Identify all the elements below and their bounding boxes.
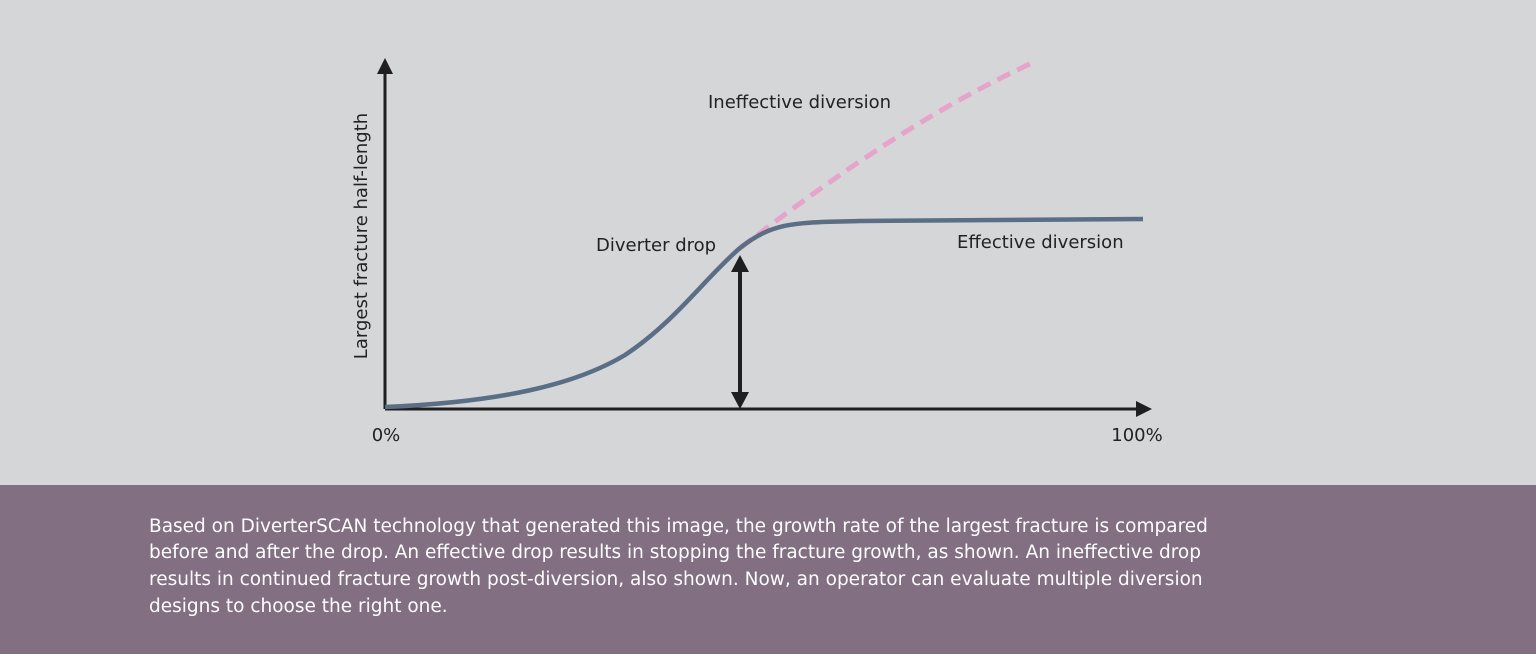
- caption: Based on DiverterSCAN technology that ge…: [149, 516, 1208, 617]
- caption-line: designs to choose the right one.: [149, 596, 448, 617]
- chart-background: [0, 0, 1536, 485]
- x-axis-arrow: [1136, 401, 1152, 417]
- annotation: Ineffective diversion: [708, 92, 891, 113]
- caption-band: [0, 485, 1536, 654]
- drop-arrow-head: [731, 392, 749, 409]
- y-axis-label: Largest fracture half-length: [351, 113, 372, 359]
- caption-line: results in continued fracture growth pos…: [149, 569, 1203, 590]
- caption-line: Based on DiverterSCAN technology that ge…: [149, 516, 1208, 537]
- caption-line: before and after the drop. An effective …: [149, 542, 1201, 563]
- effective-curve: [384, 216, 1144, 410]
- x-end-label: 100%: [1111, 425, 1162, 446]
- annotation: Diverter drop: [596, 235, 716, 256]
- y-axis-arrow: [377, 58, 393, 74]
- drop-arrow-head: [731, 255, 749, 272]
- ineffective-curve: [738, 60, 1034, 250]
- x-start-label: 0%: [372, 425, 401, 446]
- annotation: Effective diversion: [957, 232, 1124, 253]
